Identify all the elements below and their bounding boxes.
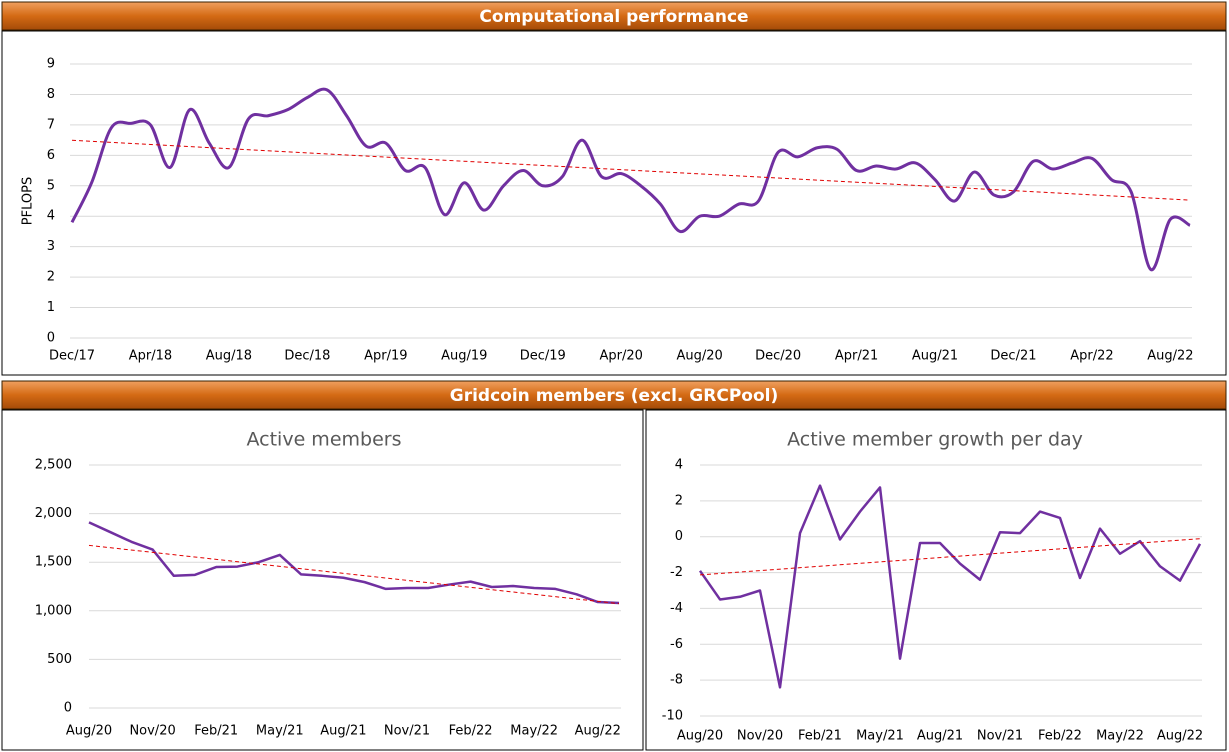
y-tick-label: 8	[47, 87, 55, 102]
panel	[645, 409, 1227, 751]
x-tick-label: Nov/20	[129, 724, 175, 739]
section-header	[1, 1, 1227, 31]
x-tick-label: Feb/21	[798, 729, 842, 744]
trend-line	[71, 139, 1191, 201]
x-tick-label: Dec/21	[990, 349, 1036, 364]
y-tick-label: 1,000	[35, 603, 72, 618]
x-tick-label: Aug/20	[676, 349, 722, 364]
y-tick-label: 2	[675, 493, 683, 508]
y-tick-label: -2	[670, 565, 683, 580]
x-tick-label: Apr/22	[1070, 349, 1113, 364]
x-tick-label: Aug/18	[206, 349, 252, 364]
y-tick-label: 3	[47, 239, 55, 254]
y-tick-label: 0	[675, 529, 683, 544]
x-tick-label: May/22	[1096, 729, 1144, 744]
y-tick-label: 500	[47, 652, 72, 667]
y-tick-label: -10	[662, 709, 683, 724]
x-tick-label: Aug/22	[1157, 729, 1203, 744]
chart-title: Active members	[247, 429, 402, 451]
y-tick-label: 1	[47, 300, 55, 315]
data-line	[88, 521, 620, 605]
x-tick-label: Aug/22	[1147, 349, 1193, 364]
x-tick-label: Dec/18	[284, 349, 330, 364]
x-tick-label: Aug/20	[66, 724, 112, 739]
data-line	[698, 484, 1202, 689]
x-tick-label: Feb/21	[194, 724, 238, 739]
x-tick-label: Dec/19	[520, 349, 566, 364]
x-tick-label: Dec/17	[49, 349, 95, 364]
x-tick-label: Dec/20	[755, 349, 801, 364]
x-tick-label: Aug/22	[575, 724, 621, 739]
y-tick-label: 7	[47, 117, 55, 132]
y-tick-label: 4	[47, 209, 55, 224]
x-tick-label: Apr/21	[835, 349, 878, 364]
x-tick-label: Aug/19	[441, 349, 487, 364]
data-line	[70, 87, 1191, 272]
x-tick-label: Apr/20	[599, 349, 642, 364]
x-tick-label: Nov/21	[977, 729, 1023, 744]
y-tick-label: 6	[47, 148, 55, 163]
x-tick-label: Apr/19	[364, 349, 407, 364]
section-title: Computational performance	[479, 7, 748, 27]
x-tick-label: Aug/21	[320, 724, 366, 739]
y-tick-label: 0	[47, 331, 55, 346]
x-tick-label: Feb/22	[1038, 729, 1082, 744]
y-tick-label: 2,000	[35, 506, 72, 521]
y-tick-label: -6	[670, 637, 683, 652]
x-tick-label: Nov/20	[737, 729, 783, 744]
x-tick-label: May/21	[256, 724, 304, 739]
section-header	[1, 380, 1227, 410]
x-tick-label: May/22	[510, 724, 558, 739]
y-tick-label: 4	[675, 458, 683, 473]
y-tick-label: 2	[47, 270, 55, 285]
x-tick-label: Apr/18	[129, 349, 172, 364]
x-tick-label: Feb/22	[449, 724, 493, 739]
x-tick-label: Aug/20	[677, 729, 723, 744]
chart-title: Active member growth per day	[787, 429, 1083, 451]
x-tick-label: May/21	[856, 729, 904, 744]
y-tick-label: -8	[670, 673, 683, 688]
x-tick-label: Aug/21	[912, 349, 958, 364]
y-tick-label: 1,500	[35, 555, 72, 570]
panel	[1, 30, 1227, 376]
y-tick-label: 5	[47, 178, 55, 193]
y-tick-label: 0	[64, 701, 72, 716]
y-axis-label: PFLOPS	[21, 177, 36, 225]
x-tick-label: Aug/21	[917, 729, 963, 744]
trend-line	[88, 544, 620, 605]
panel	[1, 409, 644, 751]
y-tick-label: 2,500	[35, 458, 72, 473]
section-title: Gridcoin members (excl. GRCPool)	[450, 386, 779, 406]
y-tick-label: 9	[47, 57, 55, 72]
y-tick-label: -4	[670, 601, 683, 616]
x-tick-label: Nov/21	[384, 724, 430, 739]
